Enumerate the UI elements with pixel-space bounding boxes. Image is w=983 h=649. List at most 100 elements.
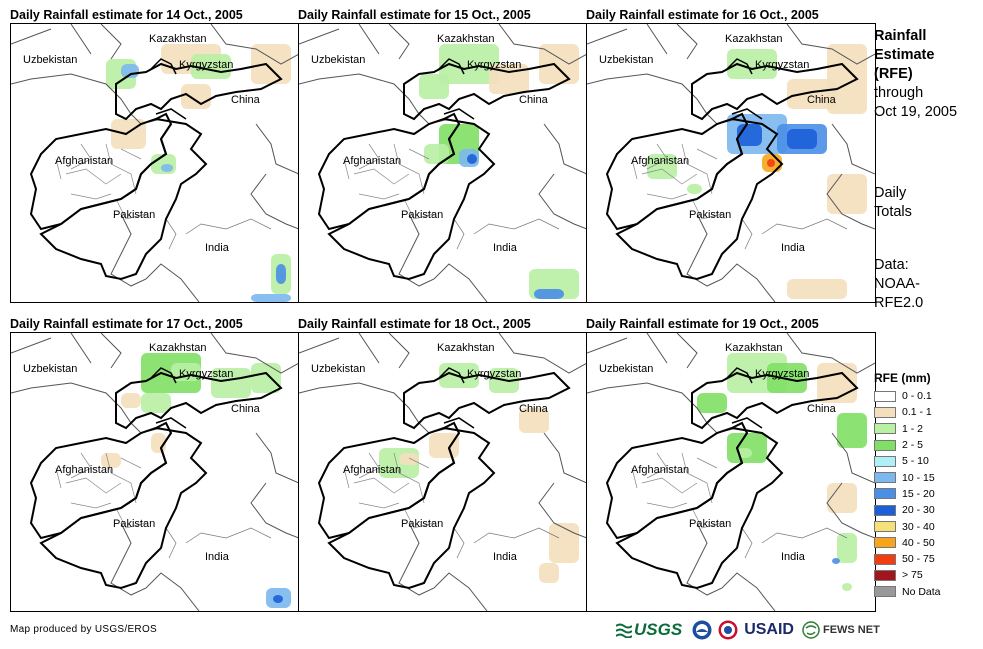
rainfall-area [539,563,559,583]
data-source-label: Data: NOAA- RFE2.0 [874,256,923,313]
country-label-kyrgyzstan: Kyrgyzstan [755,368,810,380]
rainfall-area [534,289,564,299]
rainfall-area [687,184,702,194]
legend-swatch [874,569,896,581]
panel-title: Daily Rainfall estimate for 16 Oct., 200… [586,8,819,22]
map-canvas [299,333,587,611]
rainfall-area [276,264,286,284]
legend-item: No Data [874,584,941,600]
country-label-kazakhstan: Kazakhstan [149,33,207,45]
through-label: through [874,85,924,101]
rainfall-area [787,129,817,149]
rainfall-area [467,154,477,164]
country-label-uzbekistan: Uzbekistan [311,54,366,66]
country-label-china: China [231,403,260,415]
country-label-kyrgyzstan: Kyrgyzstan [179,59,234,71]
partner-logos: USGS USAID FEWS NET [616,620,880,640]
rfe-title: Rainfall Estimate (RFE) through Oct 19, … [874,27,957,122]
country-label-india: India [781,551,805,563]
legend-label: > 75 [902,569,923,582]
rainfall-area [439,44,499,84]
rainfall-area [787,279,847,299]
country-label-kazakhstan: Kazakhstan [149,342,207,354]
country-label-china: China [519,94,548,106]
country-label-india: India [781,242,805,254]
country-label-india: India [205,242,229,254]
rainfall-area [737,448,752,458]
rainfall-area [827,174,867,214]
country-label-kyrgyzstan: Kyrgyzstan [755,59,810,71]
rainfall-area [429,433,459,458]
data-line1: Data: [874,257,909,273]
country-label-china: China [231,94,260,106]
legend-label: 5 - 10 [902,455,929,468]
panel-title: Daily Rainfall estimate for 15 Oct., 200… [298,8,531,22]
country-label-china: China [519,403,548,415]
legend-swatch [874,455,896,467]
data-line3: RFE2.0 [874,295,924,311]
daily-line1: Daily [874,185,907,201]
country-label-afghanistan: Afghanistan [343,155,402,167]
country-label-india: India [493,551,517,563]
rainfall-map: Kazakhstan Uzbekistan Kyrgyzstan China Afgha… [586,332,876,612]
country-label-pakistan: Pakistan [689,518,732,530]
rainfall-area [273,595,283,603]
legend-item: 0.1 - 1 [874,404,941,420]
rainfall-area [697,393,727,413]
rainfall-area [727,433,767,463]
legend-item: 5 - 10 [874,453,941,469]
nws-seal-icon [718,620,738,640]
legend-item: 2 - 5 [874,437,941,453]
country-label-kazakhstan: Kazakhstan [725,342,783,354]
rainfall-map: Kazakhstan Uzbekistan Kyrgyzstan China Afgha… [586,23,876,303]
legend-item: 20 - 30 [874,502,941,518]
legend-label: 2 - 5 [902,439,924,452]
legend-label: 50 - 75 [902,553,935,566]
legend-swatch [874,504,896,516]
rainfall-area [399,453,419,465]
country-label-kyrgyzstan: Kyrgyzstan [179,368,234,380]
usgs-logo: USGS [616,620,682,640]
legend-label: 40 - 50 [902,536,935,549]
usaid-wordmark: USAID [744,621,794,638]
panel-title: Daily Rainfall estimate for 14 Oct., 200… [10,8,243,22]
legend-swatch [874,390,896,402]
legend-label: 1 - 2 [902,422,924,435]
country-label-kazakhstan: Kazakhstan [437,342,495,354]
rainfall-area [842,583,852,591]
rainfall-map: Kazakhstan Uzbekistan Kyrgyzstan China Afgha… [10,332,300,612]
legend-label: 20 - 30 [902,504,935,517]
country-label-india: India [493,242,517,254]
map-credit: Map produced by USGS/EROS [10,624,158,635]
rainfall-map: Kazakhstan Uzbekistan Kyrgyzstan China Afgha… [298,332,588,612]
panel-title: Daily Rainfall estimate for 19 Oct., 200… [586,317,819,331]
legend-swatch [874,586,896,598]
daily-line2: Totals [874,204,912,220]
data-line2: NOAA- [874,276,920,292]
usaid-logo: USAID [744,621,794,639]
rainfall-area [827,483,857,513]
legend-item: 1 - 2 [874,421,941,437]
legend-label: 15 - 20 [902,487,935,500]
country-label-kyrgyzstan: Kyrgyzstan [467,59,522,71]
rainfall-area [121,64,139,78]
rainfall-area [251,294,291,302]
country-label-afghanistan: Afghanistan [631,464,690,476]
usgs-wordmark: USGS [634,620,683,639]
through-date: Oct 19, 2005 [874,104,958,120]
country-label-kazakhstan: Kazakhstan [437,33,495,45]
rainfall-area [151,433,166,453]
country-label-pakistan: Pakistan [401,518,444,530]
map-canvas [11,24,299,302]
country-label-pakistan: Pakistan [113,518,156,530]
rainfall-area [549,523,579,563]
map-canvas [587,24,875,302]
rainfall-area [727,49,777,79]
map-canvas [299,24,587,302]
legend-label: 30 - 40 [902,520,935,533]
legend-label: 0 - 0.1 [902,390,932,403]
country-label-afghanistan: Afghanistan [631,155,690,167]
legend-item: 0 - 0.1 [874,388,941,404]
legend-item: 50 - 75 [874,551,941,567]
rfe-title-line1: Rainfall [874,28,927,44]
